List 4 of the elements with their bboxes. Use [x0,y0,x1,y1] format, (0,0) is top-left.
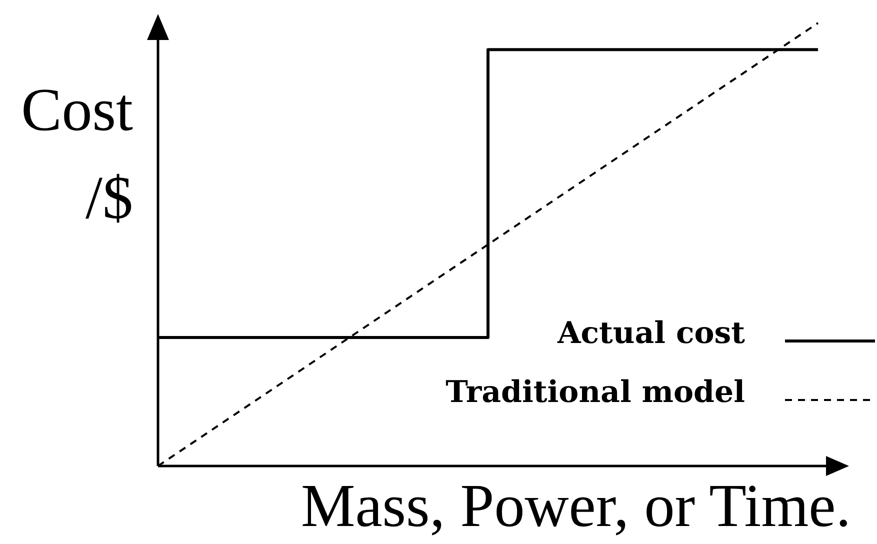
legend-label: Traditional model [446,375,745,410]
legend-label: Actual cost [556,316,746,351]
y-axis-title: Cost /$ [21,77,134,232]
x-axis-title: Mass, Power, or Time. [300,473,851,540]
